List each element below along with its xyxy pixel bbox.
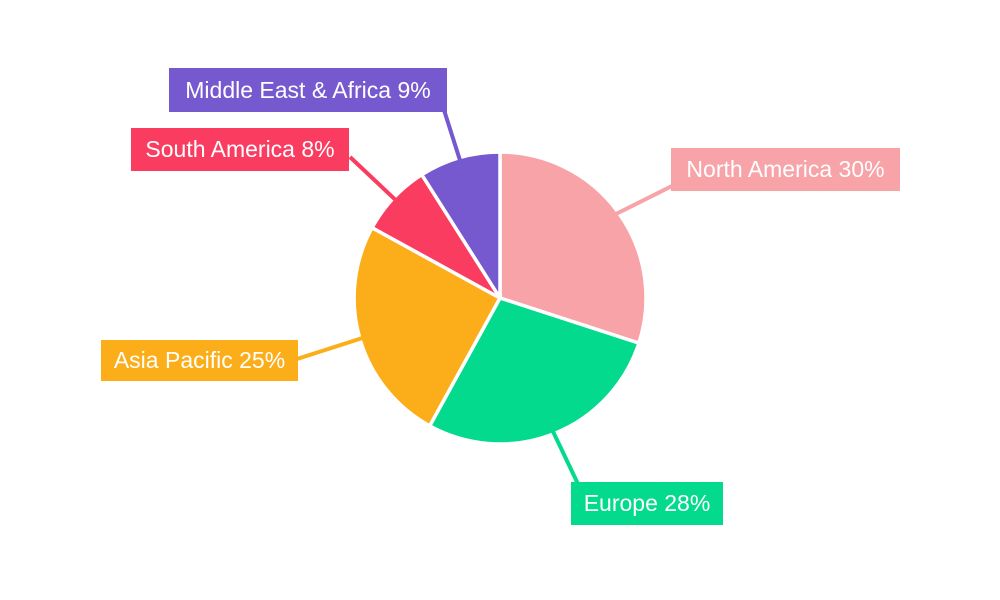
leader-line-asia-pacific — [296, 335, 365, 361]
leader-line-south-america — [348, 155, 398, 203]
leader-line-europe — [550, 429, 580, 485]
callout-label-europe: Europe 28% — [571, 482, 723, 525]
callout-label-middle-east-africa: Middle East & Africa 9% — [169, 68, 447, 112]
callout-label-asia-pacific: Asia Pacific 25% — [101, 340, 298, 381]
callout-label-south-america: South America 8% — [131, 128, 349, 171]
leader-line-middle-east-africa — [442, 109, 463, 163]
callout-label-north-america: North America 30% — [671, 148, 900, 191]
leader-line-north-america — [614, 184, 673, 217]
